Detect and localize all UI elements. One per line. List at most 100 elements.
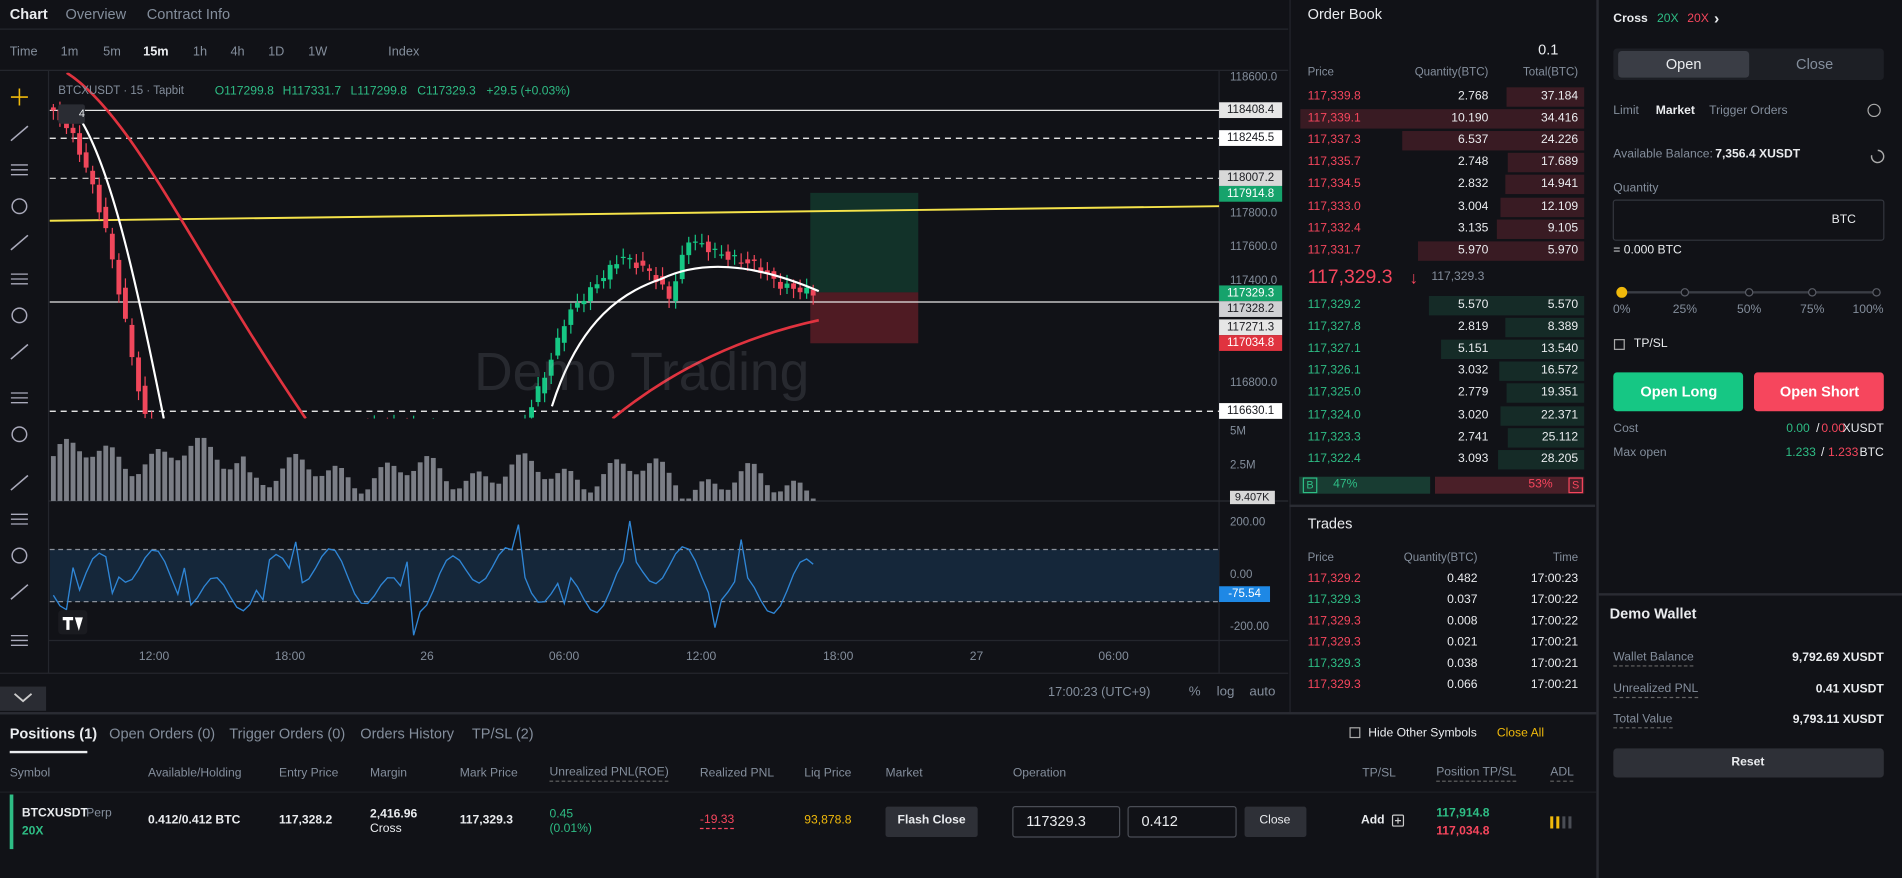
open-tab[interactable]: Open <box>1665 55 1702 73</box>
ob-total: 19.351 <box>1541 386 1579 400</box>
flash-close-button[interactable] <box>885 806 978 837</box>
info-icon[interactable] <box>1867 103 1881 118</box>
volume-bar <box>326 470 331 501</box>
tpsl-checkbox[interactable] <box>1613 339 1625 350</box>
price-marker: 118408.4 <box>1219 102 1283 119</box>
interval[interactable]: Index <box>388 44 420 60</box>
close[interactable]: Close <box>1259 813 1291 828</box>
more[interactable]: › <box>1713 8 1720 27</box>
open-long[interactable]: Open Long <box>1640 383 1718 401</box>
volume-bar <box>214 459 220 501</box>
price-input[interactable] <box>1012 806 1121 838</box>
trade-time: 17:00:23 <box>1530 572 1579 586</box>
interval[interactable]: 15m <box>143 44 169 60</box>
close-button[interactable] <box>1244 806 1307 837</box>
max-unit: BTC <box>1859 446 1884 460</box>
order-type[interactable]: Trigger Orders <box>1709 104 1788 118</box>
candle-body <box>503 432 508 436</box>
interval[interactable]: 4h <box>230 44 245 60</box>
tool-icon <box>10 234 29 251</box>
scroll-button[interactable] <box>0 686 47 711</box>
volume-bar <box>712 483 718 501</box>
interval[interactable]: 1m <box>60 44 79 60</box>
long-leverage[interactable]: 20X <box>1656 12 1679 26</box>
chart-tab[interactable]: Overview <box>65 5 127 23</box>
clock: 17:00:23 (UTC+9) <box>1048 684 1151 700</box>
interval[interactable]: 5m <box>103 44 121 60</box>
candle-body <box>581 300 587 305</box>
interval[interactable]: Time <box>9 44 38 60</box>
trade-price: 117,329.2 <box>1307 572 1361 586</box>
percent-toggle[interactable]: % <box>1188 684 1201 700</box>
position-header: Realized PNL <box>699 766 775 780</box>
close-price[interactable]: 117329.3 <box>1026 812 1086 830</box>
candle-body <box>136 357 141 392</box>
volume-bar <box>633 474 639 501</box>
moving-averages <box>65 72 820 419</box>
tool-icon <box>10 584 29 600</box>
positions-tab[interactable]: Open Orders (0) <box>109 725 216 743</box>
log-toggle[interactable]: log <box>1216 684 1235 700</box>
close-all[interactable]: Close All <box>1496 726 1545 740</box>
chart-tab[interactable]: Contract Info <box>146 5 231 23</box>
add-icon[interactable] <box>1391 814 1405 827</box>
interval[interactable]: 1D <box>268 44 285 60</box>
volume-bar <box>705 479 711 501</box>
open-short-button[interactable] <box>1754 372 1884 412</box>
depth-bar <box>1506 87 1585 107</box>
refresh-icon[interactable] <box>1870 149 1885 164</box>
reset[interactable]: Reset <box>1731 755 1765 770</box>
positions-tab[interactable]: Orders History <box>360 725 455 743</box>
order-type[interactable]: Market <box>1655 104 1695 118</box>
volume-bar <box>594 486 600 501</box>
panel-title: Trades <box>1307 515 1353 533</box>
volume-bar <box>496 483 502 501</box>
ob-qty: 6.537 <box>1458 133 1489 148</box>
qty-input[interactable] <box>1127 806 1237 838</box>
quantity-label: Quantity <box>1613 181 1659 196</box>
interval[interactable]: 1W <box>308 44 328 60</box>
take-profit: 117,914.8 <box>1436 806 1490 820</box>
close-tab[interactable]: Close <box>1796 55 1834 73</box>
candle-body <box>457 434 462 435</box>
reset-button[interactable] <box>1613 748 1884 778</box>
step-select[interactable]: 0.1 <box>1538 41 1559 58</box>
positions-tab[interactable]: TP/SL (2) <box>471 725 534 743</box>
close-qty[interactable]: 0.412 <box>1141 812 1178 830</box>
volume-bar <box>470 473 476 501</box>
candle-body <box>247 466 252 469</box>
depth-bar <box>1299 109 1585 129</box>
open-long-button[interactable] <box>1613 372 1744 412</box>
positions-tab[interactable]: Trigger Orders (0) <box>229 725 346 743</box>
candle-body <box>797 287 803 293</box>
ob-price: 117,332.4 <box>1307 221 1361 235</box>
ob-total: 14.941 <box>1541 177 1579 191</box>
ob-total: 5.570 <box>1547 298 1579 312</box>
candle-body <box>719 254 724 256</box>
margin-mode[interactable]: Cross <box>1613 12 1648 26</box>
order-type[interactable]: Limit <box>1613 104 1639 118</box>
ob-total: 9.105 <box>1547 221 1579 235</box>
volume-bar <box>162 451 168 501</box>
panel-title: Order Book <box>1307 5 1383 23</box>
interval[interactable]: 1h <box>192 44 208 60</box>
short-leverage[interactable]: 20X <box>1687 12 1709 26</box>
leverage[interactable]: 20X <box>21 824 44 839</box>
ma-line <box>611 318 820 419</box>
chart-tab[interactable]: Chart <box>9 5 48 23</box>
add[interactable]: Add <box>1360 813 1385 828</box>
sell-label: S <box>1568 477 1583 493</box>
open-short[interactable]: Open Short <box>1779 383 1860 401</box>
ob-total: 17.689 <box>1541 155 1579 169</box>
positions-tab[interactable]: Positions (1) <box>9 725 98 743</box>
quantity-unit[interactable]: BTC <box>1831 213 1856 227</box>
volume-bar <box>778 491 783 501</box>
flash-close[interactable]: Flash Close <box>897 813 966 828</box>
quantity-input[interactable] <box>1612 199 1885 241</box>
cost-long: 0.00 <box>1786 422 1810 436</box>
ob-qty: 5.570 <box>1458 298 1489 312</box>
slider-handle[interactable] <box>1616 286 1628 298</box>
auto-toggle[interactable]: auto <box>1249 684 1276 700</box>
hide-checkbox[interactable] <box>1349 727 1361 739</box>
volume-bar <box>188 445 194 501</box>
